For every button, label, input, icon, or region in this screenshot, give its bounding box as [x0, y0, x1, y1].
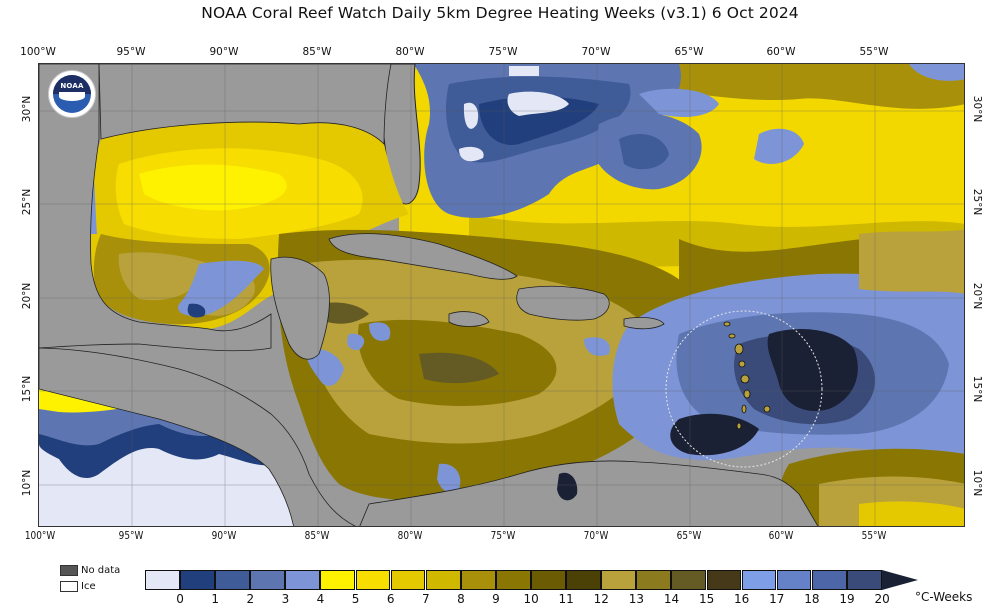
colorbar-cell	[250, 570, 286, 590]
colorbar-cell	[601, 570, 637, 590]
colorbar-tick: 8	[457, 592, 465, 606]
colorbar-cell	[531, 570, 566, 590]
lon-tick: 95°W	[118, 530, 144, 542]
lon-tick: 90°W	[209, 46, 239, 58]
lon-tick: 90°W	[211, 530, 237, 542]
colorbar-cell	[390, 570, 426, 590]
lon-tick: 85°W	[302, 46, 332, 58]
lon-tick: 60°W	[766, 46, 796, 58]
colorbar-cell	[460, 570, 496, 590]
colorbar-tick: 10	[523, 592, 539, 606]
lat-tick: 10°N	[21, 469, 34, 497]
lon-tick: 60°W	[768, 530, 794, 542]
colorbar-tick: 20	[874, 592, 890, 606]
colorbar-tick: 15	[698, 592, 715, 606]
lon-tick: 75°W	[488, 46, 518, 58]
lon-tick: 80°W	[395, 46, 425, 58]
lon-tick: 55°W	[859, 46, 889, 58]
map-title: NOAA Coral Reef Watch Daily 5km Degree H…	[201, 4, 799, 22]
lat-tick: 10°N	[971, 469, 984, 497]
colorbar-cell	[425, 570, 461, 590]
legend-no-data: No data	[60, 565, 120, 576]
colorbar-extend-arrow	[881, 570, 918, 590]
colorbar	[145, 570, 918, 590]
colorbar-unit: °C-Weeks	[915, 590, 973, 604]
colorbar-tick: 18	[804, 592, 820, 606]
colorbar-tick: 17	[769, 592, 785, 606]
colorbar-tick: 9	[492, 592, 500, 606]
map-canvas	[39, 64, 964, 526]
lon-tick: 70°W	[581, 46, 611, 58]
lat-tick: 20°N	[971, 282, 984, 310]
colorbar-cell	[566, 570, 601, 590]
colorbar-cell	[355, 570, 391, 590]
lon-tick: 85°W	[304, 530, 330, 542]
lat-tick: 30°N	[21, 95, 34, 123]
lat-tick: 15°N	[21, 375, 34, 403]
noaa-logo-icon: NOAA	[48, 70, 96, 118]
colorbar-cell	[846, 570, 882, 590]
colorbar-tick: 2	[246, 592, 255, 606]
colorbar-tick: 3	[281, 592, 290, 606]
colorbar-tick: 7	[421, 592, 430, 606]
lon-tick: 100°W	[20, 46, 56, 58]
colorbar-tick: 6	[386, 592, 395, 606]
colorbar-cell	[671, 570, 707, 590]
lon-tick: 75°W	[490, 530, 516, 542]
colorbar-tick: 16	[734, 592, 750, 606]
colorbar-cell	[741, 570, 777, 590]
colorbar-cell	[776, 570, 812, 590]
colorbar-cell	[180, 570, 215, 590]
lat-tick: 25°N	[971, 188, 984, 216]
colorbar-tick: 12	[593, 592, 609, 606]
legend-ice: Ice	[60, 581, 96, 592]
colorbar-tick: 14	[663, 592, 680, 606]
colorbar-tick: 0	[176, 592, 184, 606]
lat-tick: 30°N	[971, 95, 984, 123]
colorbar-cell	[320, 570, 356, 590]
colorbar-cell	[495, 570, 531, 590]
colorbar-cell	[636, 570, 672, 590]
lat-tick: 15°N	[971, 375, 984, 403]
colorbar-cell	[145, 570, 180, 590]
lon-tick: 80°W	[397, 530, 423, 542]
colorbar-cell	[215, 570, 250, 590]
colorbar-tick: 5	[351, 592, 360, 606]
dhw-map[interactable]	[38, 63, 965, 527]
ice-swatch	[60, 581, 78, 592]
lon-tick: 100°W	[24, 530, 56, 542]
ice-label: Ice	[81, 581, 96, 592]
colorbar-cell	[285, 570, 321, 590]
colorbar-tick: 1	[211, 592, 220, 606]
lon-tick: 65°W	[676, 530, 702, 542]
colorbar-cell	[811, 570, 847, 590]
lat-tick: 25°N	[21, 188, 34, 216]
lat-tick: 20°N	[21, 282, 34, 310]
lon-tick: 70°W	[583, 530, 609, 542]
colorbar-tick: 4	[316, 592, 325, 606]
lon-tick: 55°W	[861, 530, 887, 542]
no-data-label: No data	[81, 565, 121, 576]
colorbar-tick: 19	[839, 592, 855, 606]
no-data-swatch	[60, 565, 78, 576]
colorbar-tick: 11	[558, 592, 574, 606]
colorbar-cell	[706, 570, 742, 590]
lon-tick: 65°W	[674, 46, 704, 58]
lon-tick: 95°W	[116, 46, 146, 58]
colorbar-tick: 13	[628, 592, 645, 606]
